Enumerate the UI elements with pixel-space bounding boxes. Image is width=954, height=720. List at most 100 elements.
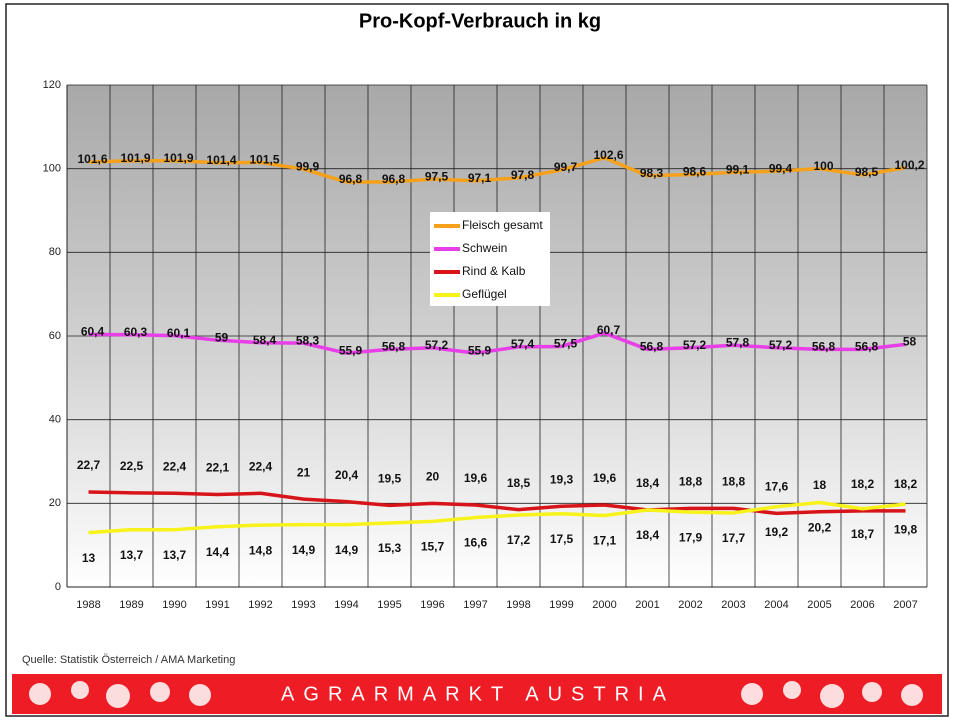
value-label: 19,3 [550,472,574,486]
value-label: 58,3 [296,333,320,347]
value-label: 22,7 [77,458,101,472]
value-label: 17,1 [593,534,617,548]
value-label: 98,6 [683,165,707,179]
value-label: 101,6 [77,152,107,166]
value-label: 56,8 [640,340,664,354]
y-tick-label: 40 [49,414,61,426]
value-label: 56,8 [812,340,836,354]
value-label: 97,1 [468,171,492,185]
banner: AGRARMARKT AUSTRIA [12,674,942,714]
x-tick-label: 2007 [893,599,917,611]
value-label: 55,9 [339,343,363,357]
value-label: 100 [813,159,833,173]
y-tick-label: 100 [43,163,61,175]
value-label: 17,5 [550,532,574,546]
value-label: 22,5 [120,459,144,473]
value-label: 19,8 [894,522,918,536]
source: Quelle: Statistik Österreich / AMA Marke… [22,654,235,666]
value-label: 14,9 [335,543,359,557]
value-label: 19,2 [765,525,789,539]
x-tick-label: 1998 [506,599,530,611]
x-tick-label: 1997 [463,599,487,611]
legend-label: Schwein [462,241,507,255]
legend-label: Geflügel [462,287,507,301]
value-label: 99,7 [554,160,578,174]
value-label: 18,8 [722,475,746,489]
value-label: 99,1 [726,163,750,177]
value-label: 18,8 [679,475,703,489]
value-label: 17,6 [765,480,789,494]
x-tick-label: 2001 [635,599,659,611]
y-tick-label: 60 [49,330,61,342]
value-label: 15,7 [421,539,445,553]
y-tick-label: 120 [43,79,61,91]
value-label: 13 [82,551,96,565]
value-label: 22,4 [249,459,273,473]
value-label: 57,4 [511,337,535,351]
x-tick-label: 2003 [721,599,745,611]
value-label: 19,5 [378,472,402,486]
value-label: 18,7 [851,527,875,541]
value-label: 14,4 [206,545,230,559]
value-label: 15,3 [378,541,402,555]
value-label: 14,9 [292,543,316,557]
value-label: 19,6 [593,471,617,485]
value-label: 60,4 [81,324,105,338]
value-label: 56,8 [855,340,879,354]
value-label: 60,7 [597,323,621,337]
value-label: 18,4 [636,528,660,542]
value-label: 60,3 [124,325,148,339]
chart: Pro-Kopf-Verbrauch in kg 020406080100120… [0,0,954,720]
x-tick-label: 1995 [377,599,401,611]
value-label: 18,2 [851,477,875,491]
value-label: 98,5 [855,165,879,179]
x-tick-label: 2004 [764,599,788,611]
value-label: 19,6 [464,471,488,485]
value-label: 13,7 [120,548,144,562]
x-tick-label: 1996 [420,599,444,611]
value-label: 101,9 [120,151,150,165]
value-label: 97,5 [425,169,449,183]
value-label: 57,2 [769,338,793,352]
value-label: 60,1 [167,326,191,340]
value-label: 58,4 [253,333,277,347]
x-tick-label: 1994 [334,599,358,611]
value-label: 18,4 [636,476,660,490]
value-label: 99,4 [769,161,793,175]
value-label: 21 [297,465,311,479]
y-tick-label: 20 [49,497,61,509]
value-label: 101,9 [163,151,193,165]
value-label: 14,8 [249,543,273,557]
value-label: 58 [903,335,917,349]
value-label: 18,2 [894,477,918,491]
legend: Fleisch gesamt Schwein Rind & Kalb Geflügel [430,212,550,306]
value-label: 96,8 [382,172,406,186]
banner-text: AGRARMARKT AUSTRIA [281,683,675,705]
value-label: 13,7 [163,548,187,562]
value-label: 99,9 [296,159,320,173]
x-tick-label: 1988 [76,599,100,611]
value-label: 17,2 [507,533,531,547]
x-tick-label: 2006 [850,599,874,611]
y-tick-label: 80 [49,246,61,258]
value-label: 101,4 [206,153,236,167]
value-label: 97,8 [511,168,535,182]
x-tick-label: 1999 [549,599,573,611]
value-label: 17,9 [679,530,703,544]
value-label: 59 [215,330,229,344]
value-label: 22,4 [163,459,187,473]
value-label: 55,9 [468,343,492,357]
legend-label: Rind & Kalb [462,264,526,278]
value-label: 57,2 [425,338,449,352]
legend-label: Fleisch gesamt [462,218,543,232]
x-tick-label: 2000 [592,599,616,611]
y-tick-label: 0 [55,581,61,593]
value-label: 57,2 [683,338,707,352]
value-label: 18 [813,478,827,492]
value-label: 20,2 [808,521,832,535]
value-label: 20 [426,470,440,484]
value-label: 18,5 [507,476,531,490]
x-tick-label: 1993 [291,599,315,611]
value-label: 56,8 [382,340,406,354]
value-label: 57,5 [554,337,578,351]
